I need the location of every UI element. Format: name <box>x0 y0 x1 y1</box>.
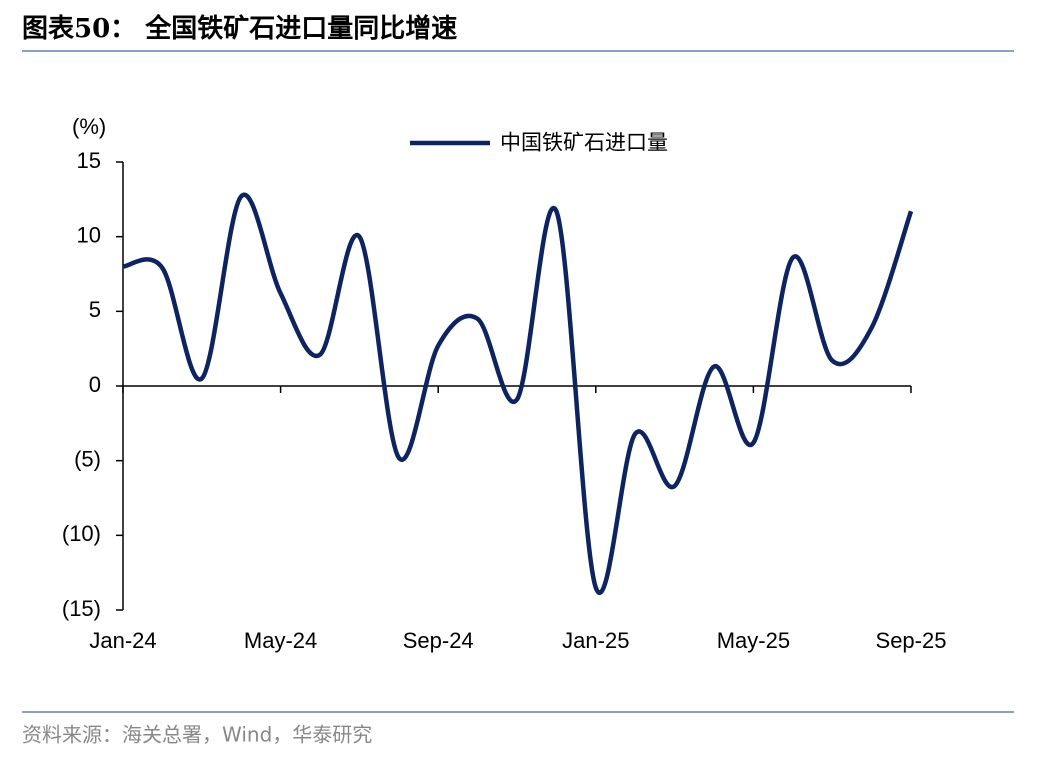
y-tick-label: 15 <box>77 148 101 173</box>
y-tick-label: (5) <box>74 446 101 471</box>
y-tick-label: 0 <box>89 372 101 397</box>
y-axis-label: (%) <box>72 114 106 139</box>
x-tick-label: Sep-25 <box>876 628 947 653</box>
source: 资料来源：海关总署，Wind，华泰研究 <box>22 723 372 747</box>
y-tick-label: 5 <box>89 297 101 322</box>
x-tick-label: Jan-25 <box>562 628 629 653</box>
y-tick-label: (15) <box>62 596 101 621</box>
x-tick-label: May-25 <box>717 628 790 653</box>
legend-label: 中国铁矿石进口量 <box>500 131 668 155</box>
x-tick-label: May-24 <box>244 628 317 653</box>
y-tick-label: 10 <box>77 222 101 247</box>
series-line <box>122 192 914 595</box>
chart-title: 图表50： 全国铁矿石进口量同比增速 <box>22 13 457 44</box>
x-tick-label: Jan-24 <box>89 628 156 653</box>
y-tick-label: (10) <box>62 521 101 546</box>
x-tick-label: Sep-24 <box>403 628 474 653</box>
